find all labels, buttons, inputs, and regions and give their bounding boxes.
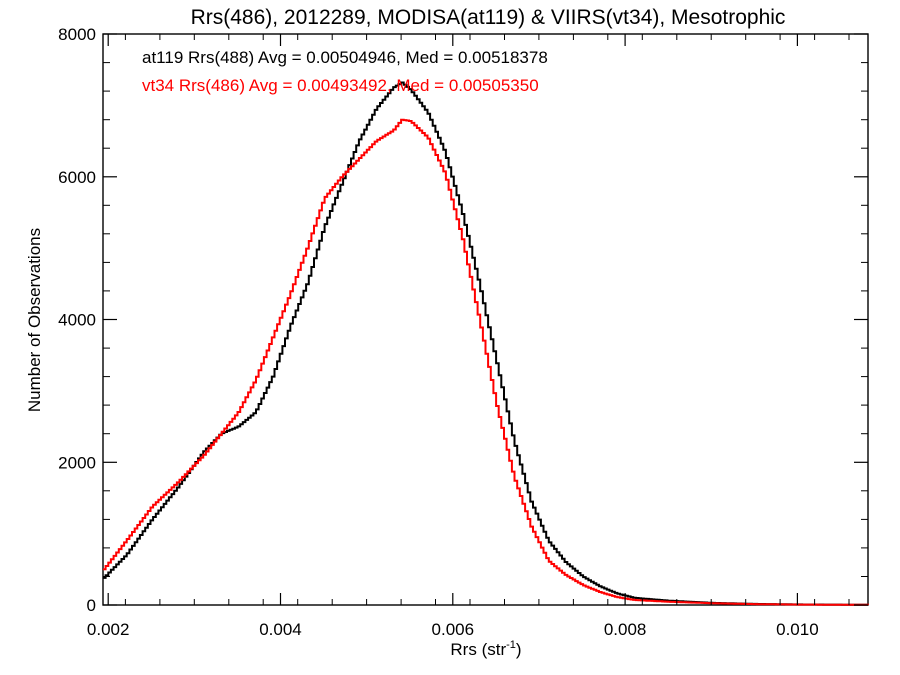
x-axis-label: Rrs (str-1) (450, 639, 521, 659)
x-axis-label-superscript: -1 (506, 639, 516, 651)
y-tick-label: 6000 (58, 168, 96, 187)
chart-title: Rrs(486), 2012289, MODISA(at119) & VIIRS… (191, 6, 786, 29)
y-axis-label: Number of Observations (25, 228, 44, 412)
x-tick-label: 0.002 (87, 620, 130, 639)
ticks-layer: 0.002 0.004 0.006 0.008 0.010 0 2000 4000 6000 80… (58, 25, 868, 639)
x-tick-label: 0.008 (604, 620, 647, 639)
x-tick-label: 0.006 (432, 620, 475, 639)
y-tick-label: 0 (87, 596, 96, 615)
y-tick-label: 2000 (58, 453, 96, 472)
legend-entry-vt34: vt34 Rrs(486) Avg = 0.00493492, Med = 0.… (142, 76, 539, 95)
x-axis-label-main: Rrs (str (450, 640, 506, 659)
plot-frame (102, 33, 869, 606)
legend-entry-at119: at119 Rrs(488) Avg = 0.00504946, Med = 0… (142, 48, 548, 67)
y-tick-label: 4000 (58, 311, 96, 330)
series-layer (103, 81, 869, 606)
x-axis-label-end: ) (516, 640, 522, 659)
y-tick-label: 8000 (58, 25, 96, 44)
x-tick-label: 0.004 (259, 620, 302, 639)
series-line-vt34 (103, 118, 869, 606)
x-tick-label: 0.010 (776, 620, 819, 639)
